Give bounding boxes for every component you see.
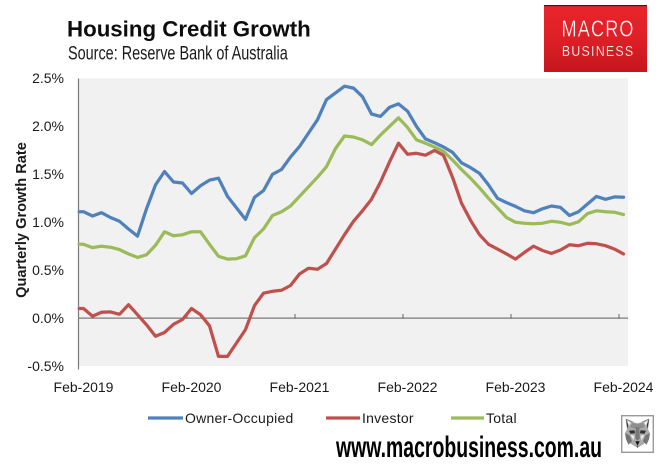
svg-text:-0.5%: -0.5% [27,358,64,374]
svg-text:MACRO: MACRO [562,16,635,42]
svg-text:Housing Credit Growth: Housing Credit Growth [67,16,311,41]
svg-text:Total: Total [486,410,517,426]
svg-text:BUSINESS: BUSINESS [562,43,635,59]
svg-text:Quarterly Growth Rate: Quarterly Growth Rate [14,142,30,298]
svg-text:Source: Reserve Bank of Austra: Source: Reserve Bank of Australia [68,43,288,64]
svg-text:Feb-2024: Feb-2024 [594,379,654,395]
svg-text:1.0%: 1.0% [32,214,64,230]
svg-text:2.0%: 2.0% [32,118,64,134]
svg-text:Feb-2020: Feb-2020 [162,379,222,395]
svg-text:www.macrobusiness.com.au: www.macrobusiness.com.au [335,431,602,464]
svg-text:0.5%: 0.5% [32,262,64,278]
svg-text:Feb-2019: Feb-2019 [54,379,114,395]
svg-text:Owner-Occupied: Owner-Occupied [185,410,294,426]
svg-text:Investor: Investor [362,410,414,426]
svg-text:Feb-2021: Feb-2021 [270,379,330,395]
svg-text:Feb-2023: Feb-2023 [486,379,546,395]
svg-text:Feb-2022: Feb-2022 [378,379,438,395]
svg-text:1.5%: 1.5% [32,166,64,182]
svg-text:2.5%: 2.5% [32,70,64,86]
svg-text:0.0%: 0.0% [32,310,64,326]
